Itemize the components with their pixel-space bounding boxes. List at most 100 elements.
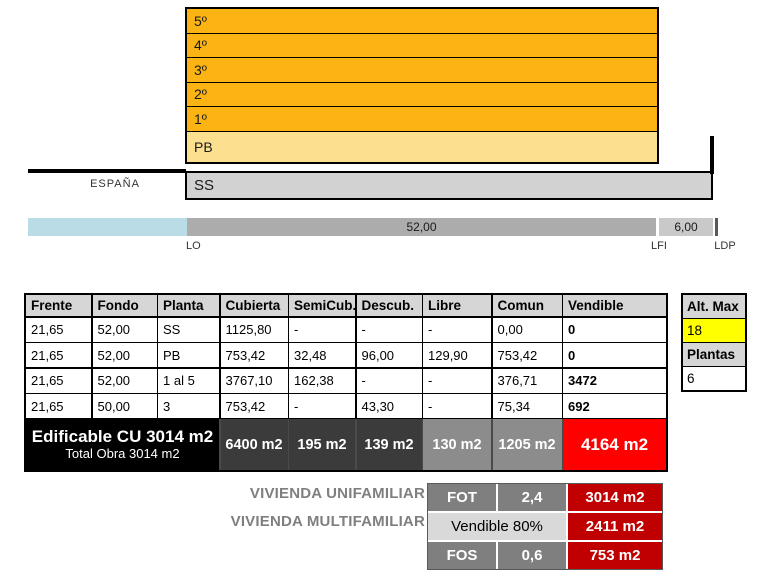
cell-r1-planta: PB [158, 343, 219, 367]
cell-r3-semicub: - [289, 394, 355, 418]
floor-pb: PB [187, 131, 657, 162]
floor-4-label: 4º [194, 37, 207, 54]
floor-1-label: 1º [194, 110, 207, 127]
fos-row: FOS 0,6 753 m2 [428, 542, 662, 569]
cell-r3-vendible: 692 [563, 394, 666, 418]
cell-r1-cubierta: 753,42 [220, 343, 288, 367]
dimension-6-label: 6,00 [674, 220, 698, 234]
cell-r2-descub: - [356, 368, 422, 393]
floor-5: 5º [187, 9, 657, 34]
cell-r2-cubierta: 3767,10 [220, 368, 288, 393]
country-label: ESPAÑA [90, 178, 140, 190]
cell-r3-fondo: 50,00 [92, 394, 157, 418]
cell-r1-descub: 96,00 [356, 343, 422, 367]
cell-r3-descub: 43,30 [356, 394, 422, 418]
vendible-result: 2411 m2 [568, 513, 662, 540]
areas-table: Frente Fondo Planta Cubierta SemiCub. De… [24, 293, 668, 472]
height-limits-table: Alt. Max 18 Plantas 6 [681, 293, 747, 392]
cell-r1-frente: 21,65 [26, 343, 91, 367]
fot-fos-table: FOT 2,4 3014 m2 Vendible 80% 2411 m2 FOS… [427, 483, 663, 570]
label-lo: LO [186, 240, 201, 252]
header-libre: Libre [423, 295, 491, 316]
areas-table-grid: Frente Fondo Planta Cubierta SemiCub. De… [26, 295, 666, 418]
dimension-52: 52,00 [187, 218, 656, 236]
summary-subtitle: Total Obra 3014 m2 [65, 445, 180, 461]
cell-r0-cubierta: 1125,80 [220, 317, 288, 342]
plantas-value: 6 [683, 367, 745, 390]
label-lfi: LFI [651, 240, 667, 252]
cell-r2-comun: 376,71 [492, 368, 562, 393]
cell-r1-libre: 129,90 [423, 343, 491, 367]
summary-semicub: 195 m2 [289, 419, 355, 470]
floor-1: 1º [187, 107, 657, 132]
cell-r0-vendible: 0 [563, 317, 666, 342]
cell-r3-frente: 21,65 [26, 394, 91, 418]
vendible-80-label: Vendible 80% [428, 513, 566, 540]
label-ldp: LDP [714, 240, 736, 252]
summary-descub: 139 m2 [356, 419, 422, 470]
fot-row: FOT 2,4 3014 m2 [428, 484, 662, 511]
plantas-header: Plantas [683, 343, 745, 366]
vivienda-unifamiliar-label: VIVIENDA UNIFAMILIAR [249, 485, 425, 502]
cell-r2-fondo: 52,00 [92, 368, 157, 393]
basement-label: SS [194, 177, 215, 194]
cell-r3-libre: - [423, 394, 491, 418]
cell-r1-semicub: 32,48 [289, 343, 355, 367]
fot-label: FOT [428, 484, 496, 511]
cell-r2-planta: 1 al 5 [158, 368, 219, 393]
header-frente: Frente [26, 295, 91, 316]
cell-r0-semicub: - [289, 317, 355, 342]
summary-cubierta: 6400 m2 [220, 419, 288, 470]
cell-r2-semicub: 162,38 [289, 368, 355, 393]
property-line-wall [710, 136, 714, 174]
header-planta: Planta [158, 295, 219, 316]
cell-r0-comun: 0,00 [492, 317, 562, 342]
building-section-diagram: 5º 4º 3º 2º 1º PB [185, 7, 659, 164]
header-fondo: Fondo [92, 295, 157, 316]
cell-r3-cubierta: 753,42 [220, 394, 288, 418]
cell-r1-fondo: 52,00 [92, 343, 157, 367]
cell-r2-vendible: 3472 [563, 368, 666, 393]
floor-2: 2º [187, 82, 657, 107]
cell-r3-planta: 3 [158, 394, 219, 418]
fot-result: 3014 m2 [568, 484, 662, 511]
cell-r2-frente: 21,65 [26, 368, 91, 393]
vivienda-multifamiliar-label: VIVIENDA MULTIFAMILIAR [230, 513, 425, 530]
header-vendible: Vendible [563, 295, 666, 316]
floor-5-label: 5º [194, 12, 207, 29]
cell-r0-frente: 21,65 [26, 317, 91, 342]
alt-max-header: Alt. Max [683, 295, 745, 318]
floor-2-label: 2º [194, 86, 207, 103]
summary-row: Edificable CU 3014 m2 Total Obra 3014 m2… [26, 418, 666, 470]
dimension-52-label: 52,00 [406, 220, 437, 234]
fos-value: 0,6 [498, 542, 566, 569]
dimension-end-tick [715, 218, 718, 236]
header-semicub: SemiCub. [289, 295, 356, 316]
header-cubierta: Cubierta [220, 295, 288, 316]
cell-r0-fondo: 52,00 [92, 317, 157, 342]
fot-value: 2,4 [498, 484, 566, 511]
sidewalk-segment [28, 218, 187, 236]
cell-r1-vendible: 0 [563, 343, 666, 367]
vendible-row: Vendible 80% 2411 m2 [428, 513, 662, 540]
cell-r1-comun: 753,42 [492, 343, 562, 367]
cell-r0-libre: - [423, 317, 491, 342]
fos-result: 753 m2 [568, 542, 662, 569]
summary-title-cell: Edificable CU 3014 m2 Total Obra 3014 m2 [26, 419, 219, 470]
fos-label: FOS [428, 542, 496, 569]
summary-title: Edificable CU 3014 m2 [31, 427, 214, 447]
floor-4: 4º [187, 33, 657, 58]
header-comun: Comun [492, 295, 562, 316]
floor-3-label: 3º [194, 61, 207, 78]
cell-r0-planta: SS [158, 317, 219, 342]
basement-band: SS [185, 171, 713, 200]
alt-max-value: 18 [683, 319, 745, 342]
dimension-6: 6,00 [659, 218, 713, 236]
ground-line [28, 169, 186, 173]
floor-pb-label: PB [194, 138, 213, 155]
floor-3: 3º [187, 58, 657, 83]
header-descub: Descub. [356, 295, 422, 316]
summary-comun: 1205 m2 [492, 419, 562, 470]
summary-libre: 130 m2 [423, 419, 491, 470]
